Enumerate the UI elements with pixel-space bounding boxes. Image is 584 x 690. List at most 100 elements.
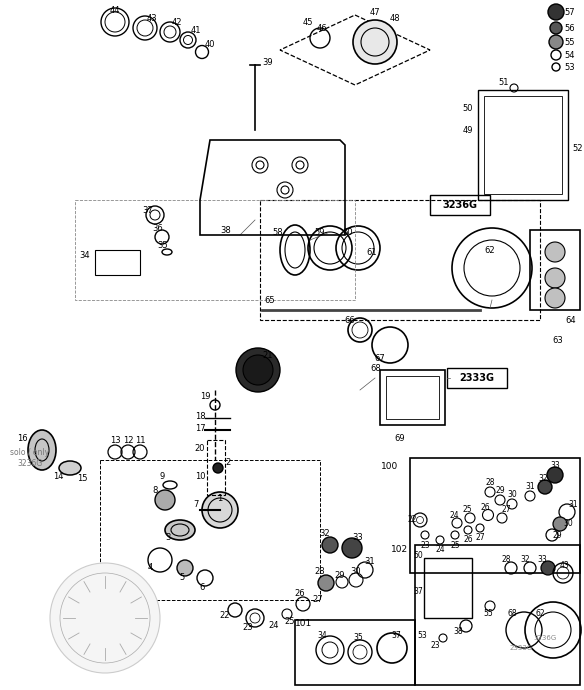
Text: 8: 8 — [152, 486, 158, 495]
Text: 24: 24 — [435, 546, 445, 555]
Text: 51: 51 — [499, 77, 509, 86]
Text: 34: 34 — [79, 250, 91, 259]
Bar — [484, 96, 562, 194]
Text: 46: 46 — [317, 23, 327, 32]
Ellipse shape — [165, 520, 195, 540]
Text: 30: 30 — [563, 520, 573, 529]
Text: 20: 20 — [194, 444, 205, 453]
Text: 2333G: 2333G — [460, 373, 495, 383]
Text: 35: 35 — [158, 241, 168, 250]
Text: 31: 31 — [568, 500, 578, 509]
Text: 3236G: 3236G — [443, 200, 478, 210]
Text: 102: 102 — [391, 546, 409, 555]
Text: 2: 2 — [225, 457, 231, 466]
Text: 33: 33 — [353, 533, 363, 542]
Bar — [380, 370, 445, 425]
Text: 9: 9 — [159, 471, 165, 480]
Text: 53: 53 — [565, 63, 575, 72]
Text: 40: 40 — [205, 39, 215, 48]
Bar — [530, 230, 580, 310]
Text: 65: 65 — [265, 295, 275, 304]
Text: 45: 45 — [303, 17, 313, 26]
Text: 43: 43 — [147, 14, 157, 23]
Circle shape — [155, 490, 175, 510]
Text: 26: 26 — [295, 589, 305, 598]
Bar — [207, 440, 225, 495]
Bar — [295, 620, 415, 685]
Text: 55: 55 — [565, 37, 575, 46]
Text: 18: 18 — [194, 411, 206, 420]
Text: 3: 3 — [165, 533, 171, 542]
Text: solo / only
3236G: solo / only 3236G — [11, 448, 50, 468]
Text: 42: 42 — [172, 17, 182, 26]
Circle shape — [547, 467, 563, 483]
Text: 61: 61 — [367, 248, 377, 257]
Bar — [260, 200, 540, 320]
Text: 12: 12 — [123, 435, 133, 444]
Text: 52: 52 — [573, 144, 583, 152]
Text: 62: 62 — [485, 246, 495, 255]
Text: 24: 24 — [269, 622, 279, 631]
Text: 15: 15 — [77, 473, 87, 482]
Bar — [100, 460, 320, 600]
Circle shape — [550, 22, 562, 34]
Text: 17: 17 — [194, 424, 206, 433]
Text: 38: 38 — [221, 226, 231, 235]
Text: 28: 28 — [315, 567, 325, 577]
Circle shape — [243, 355, 273, 385]
Text: 47: 47 — [370, 8, 380, 17]
Text: 2333G: 2333G — [509, 645, 533, 651]
Text: 6: 6 — [199, 584, 204, 593]
Circle shape — [213, 463, 223, 473]
Text: 37: 37 — [142, 206, 154, 215]
Text: 23: 23 — [430, 640, 440, 649]
Text: 28: 28 — [501, 555, 511, 564]
Text: 60: 60 — [343, 228, 353, 237]
Text: 101: 101 — [296, 620, 312, 629]
Text: 62: 62 — [535, 609, 545, 618]
Text: 3236G: 3236G — [533, 635, 557, 641]
Circle shape — [202, 492, 238, 528]
Circle shape — [545, 288, 565, 308]
Text: 50: 50 — [463, 104, 473, 112]
Bar — [75, 200, 355, 300]
Bar — [447, 368, 507, 388]
Text: 59: 59 — [315, 228, 325, 237]
Text: 29: 29 — [552, 531, 562, 540]
Text: 64: 64 — [566, 315, 576, 324]
Text: 37: 37 — [413, 587, 423, 596]
Text: 22: 22 — [220, 611, 230, 620]
Text: 25: 25 — [450, 540, 460, 549]
Text: 24: 24 — [449, 511, 459, 520]
Text: 67: 67 — [374, 353, 385, 362]
Text: 30: 30 — [350, 567, 361, 577]
Text: 31: 31 — [364, 558, 376, 566]
Text: 53: 53 — [417, 631, 427, 640]
Text: 13: 13 — [110, 435, 120, 444]
Ellipse shape — [28, 430, 56, 470]
Ellipse shape — [59, 461, 81, 475]
Text: 31: 31 — [525, 482, 535, 491]
Text: 29: 29 — [495, 486, 505, 495]
Circle shape — [322, 537, 338, 553]
Text: 38: 38 — [453, 627, 463, 636]
Text: 69: 69 — [395, 433, 405, 442]
Text: 27: 27 — [475, 533, 485, 542]
Text: 68: 68 — [371, 364, 381, 373]
Text: 39: 39 — [263, 57, 273, 66]
Text: 44: 44 — [110, 6, 120, 14]
Text: 32: 32 — [520, 555, 530, 564]
Text: 37: 37 — [391, 631, 401, 640]
Text: 25: 25 — [285, 618, 296, 627]
Text: 49: 49 — [463, 126, 473, 135]
Circle shape — [236, 348, 280, 392]
Circle shape — [50, 563, 160, 673]
Text: 14: 14 — [53, 471, 63, 480]
Text: 32: 32 — [538, 473, 548, 482]
Text: 28: 28 — [485, 477, 495, 486]
Text: 55: 55 — [483, 609, 493, 618]
Text: 66: 66 — [345, 315, 356, 324]
Text: 30: 30 — [507, 489, 517, 498]
Text: 48: 48 — [390, 14, 400, 23]
Text: 35: 35 — [353, 633, 363, 642]
